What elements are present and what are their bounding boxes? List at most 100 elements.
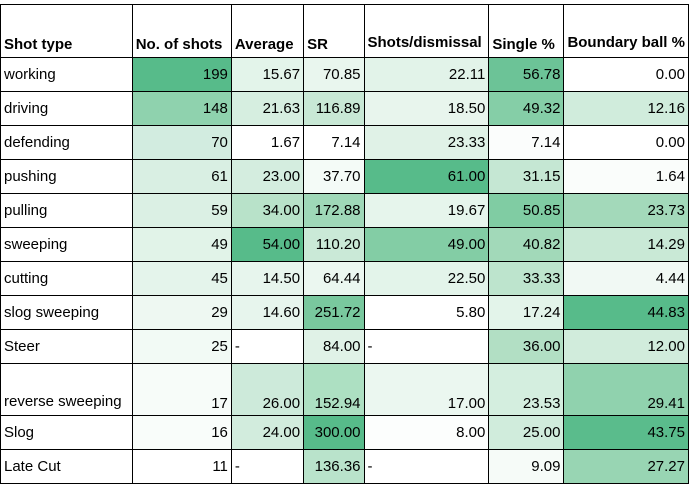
cell-single-pct: 7.14	[488, 125, 565, 160]
header-no-of-shots: No. of shots	[131, 4, 232, 58]
cell-sr: 251.72	[303, 295, 365, 330]
header-single-pct: Single %	[488, 4, 565, 58]
cell-shot-type: defending	[0, 125, 133, 160]
cell-boundary-ball-pct: 29.41	[563, 363, 689, 416]
header-sr: SR	[303, 4, 365, 58]
cell-single-pct: 40.82	[488, 227, 565, 262]
cell-boundary-ball-pct: 43.75	[563, 415, 689, 450]
cell-shot-type: slog sweeping	[0, 295, 133, 330]
cell-single-pct: 25.00	[488, 415, 565, 450]
table-row: pushing 61 23.00 37.70 61.00 31.15 1.64	[0, 159, 689, 194]
cell-boundary-ball-pct: 12.00	[563, 329, 689, 364]
cell-sr: 300.00	[303, 415, 365, 450]
table-row: defending 70 1.67 7.14 23.33 7.14 0.00	[0, 125, 689, 160]
cell-no-of-shots: 45	[131, 261, 232, 296]
cell-sr: 84.00	[303, 329, 365, 364]
cell-boundary-ball-pct: 4.44	[563, 261, 689, 296]
cell-shot-type: Late Cut	[0, 449, 133, 484]
cell-no-of-shots: 70	[131, 125, 232, 160]
cell-sr: 37.70	[303, 159, 365, 194]
cell-shot-type: pushing	[0, 159, 133, 194]
cell-shots-per-dismissal: 18.50	[363, 91, 490, 126]
cell-average: 15.67	[230, 57, 305, 92]
cell-average: -	[230, 329, 305, 364]
header-shot-type: Shot type	[0, 4, 133, 58]
cell-shot-type: reverse sweeping	[0, 363, 133, 416]
header-row: Shot type No. of shots Average SR Shots/…	[0, 4, 689, 58]
cell-sr: 7.14	[303, 125, 365, 160]
cell-shot-type: working	[0, 57, 133, 92]
cell-shots-per-dismissal: 23.33	[363, 125, 490, 160]
cell-shots-per-dismissal: 8.00	[363, 415, 490, 450]
shot-stats-table: Shot type No. of shots Average SR Shots/…	[0, 4, 689, 484]
cell-boundary-ball-pct: 27.27	[563, 449, 689, 484]
cell-average: 26.00	[230, 363, 305, 416]
cell-average: 21.63	[230, 91, 305, 126]
cell-boundary-ball-pct: 23.73	[563, 193, 689, 228]
header-shots-per-dismissal: Shots/dismissal	[363, 4, 490, 58]
cell-shots-per-dismissal: 49.00	[363, 227, 490, 262]
cell-average: 54.00	[230, 227, 305, 262]
cell-no-of-shots: 59	[131, 193, 232, 228]
cell-no-of-shots: 17	[131, 363, 232, 416]
cell-single-pct: 31.15	[488, 159, 565, 194]
cell-sr: 110.20	[303, 227, 365, 262]
cell-no-of-shots: 29	[131, 295, 232, 330]
table-row: cutting 45 14.50 64.44 22.50 33.33 4.44	[0, 261, 689, 296]
cell-single-pct: 56.78	[488, 57, 565, 92]
cell-no-of-shots: 49	[131, 227, 232, 262]
cell-single-pct: 49.32	[488, 91, 565, 126]
cell-sr: 136.36	[303, 449, 365, 484]
cell-boundary-ball-pct: 0.00	[563, 57, 689, 92]
cell-average: -	[230, 449, 305, 484]
cell-boundary-ball-pct: 14.29	[563, 227, 689, 262]
cell-average: 34.00	[230, 193, 305, 228]
table-row: working 199 15.67 70.85 22.11 56.78 0.00	[0, 57, 689, 92]
cell-no-of-shots: 16	[131, 415, 232, 450]
cell-single-pct: 9.09	[488, 449, 565, 484]
cell-shots-per-dismissal: 19.67	[363, 193, 490, 228]
cell-shots-per-dismissal: -	[363, 449, 490, 484]
cell-average: 1.67	[230, 125, 305, 160]
cell-single-pct: 17.24	[488, 295, 565, 330]
table-row: Late Cut 11 - 136.36 - 9.09 27.27	[0, 449, 689, 484]
cell-shot-type: Steer	[0, 329, 133, 364]
cell-shot-type: driving	[0, 91, 133, 126]
table-row: sweeping 49 54.00 110.20 49.00 40.82 14.…	[0, 227, 689, 262]
cell-boundary-ball-pct: 0.00	[563, 125, 689, 160]
cell-single-pct: 33.33	[488, 261, 565, 296]
cell-shot-type: sweeping	[0, 227, 133, 262]
cell-no-of-shots: 11	[131, 449, 232, 484]
cell-shots-per-dismissal: -	[363, 329, 490, 364]
cell-boundary-ball-pct: 12.16	[563, 91, 689, 126]
cell-boundary-ball-pct: 44.83	[563, 295, 689, 330]
cell-single-pct: 50.85	[488, 193, 565, 228]
table-row: reverse sweeping 17 26.00 152.94 17.00 2…	[0, 363, 689, 416]
table-row: pulling 59 34.00 172.88 19.67 50.85 23.7…	[0, 193, 689, 228]
cell-shots-per-dismissal: 22.11	[363, 57, 490, 92]
cell-single-pct: 23.53	[488, 363, 565, 416]
cell-average: 24.00	[230, 415, 305, 450]
cell-shots-per-dismissal: 61.00	[363, 159, 490, 194]
cell-shot-type: Slog	[0, 415, 133, 450]
cell-sr: 172.88	[303, 193, 365, 228]
cell-shots-per-dismissal: 22.50	[363, 261, 490, 296]
cell-average: 14.60	[230, 295, 305, 330]
cell-sr: 116.89	[303, 91, 365, 126]
cell-no-of-shots: 199	[131, 57, 232, 92]
cell-single-pct: 36.00	[488, 329, 565, 364]
table-row: driving 148 21.63 116.89 18.50 49.32 12.…	[0, 91, 689, 126]
cell-sr: 64.44	[303, 261, 365, 296]
cell-average: 14.50	[230, 261, 305, 296]
header-average: Average	[230, 4, 305, 58]
cell-shot-type: cutting	[0, 261, 133, 296]
cell-average: 23.00	[230, 159, 305, 194]
table-row: Steer 25 - 84.00 - 36.00 12.00	[0, 329, 689, 364]
cell-shot-type: pulling	[0, 193, 133, 228]
cell-no-of-shots: 148	[131, 91, 232, 126]
cell-sr: 70.85	[303, 57, 365, 92]
cell-shots-per-dismissal: 5.80	[363, 295, 490, 330]
table-row: Slog 16 24.00 300.00 8.00 25.00 43.75	[0, 415, 689, 450]
header-boundary-ball-pct: Boundary ball %	[563, 4, 689, 58]
cell-no-of-shots: 25	[131, 329, 232, 364]
